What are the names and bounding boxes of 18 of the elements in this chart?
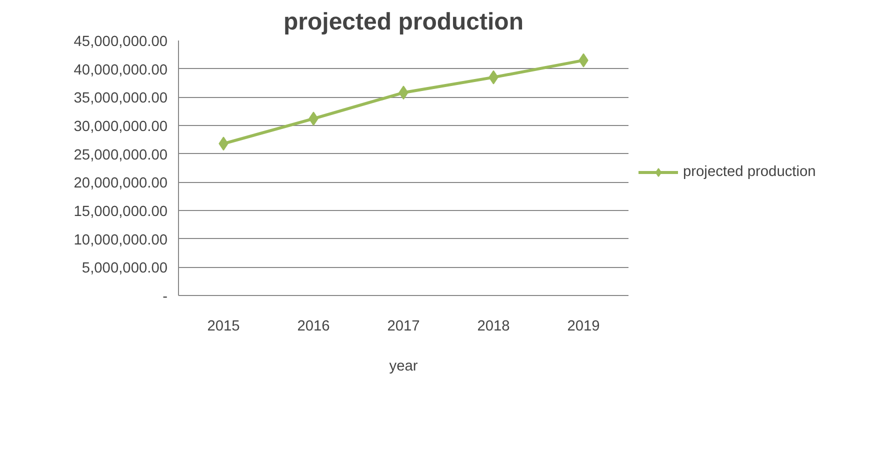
legend-label: projected production — [683, 164, 816, 180]
y-tick-label: - — [162, 289, 168, 305]
y-tick-label: 15,000,000.00 — [74, 204, 168, 220]
y-tick-label: 45,000,000.00 — [74, 34, 168, 50]
x-tick-label: 2019 — [567, 318, 600, 334]
chart-title: projected production — [284, 8, 524, 36]
x-axis-title: year — [389, 358, 418, 374]
x-tick-label: 2015 — [207, 318, 240, 334]
y-tick-label: 5,000,000.00 — [82, 260, 168, 277]
y-tick-label: 35,000,000.00 — [74, 90, 168, 107]
y-tick-label: 30,000,000.00 — [74, 119, 168, 135]
y-tick-label: 25,000,000.00 — [74, 147, 168, 164]
y-tick-label: 10,000,000.00 — [74, 232, 168, 248]
y-tick-label: 40,000,000.00 — [74, 62, 168, 78]
x-tick-label: 2018 — [477, 318, 510, 334]
x-tick-label: 2017 — [387, 318, 420, 334]
x-tick-label: 2016 — [297, 318, 330, 334]
y-tick-label: 20,000,000.00 — [74, 176, 168, 192]
